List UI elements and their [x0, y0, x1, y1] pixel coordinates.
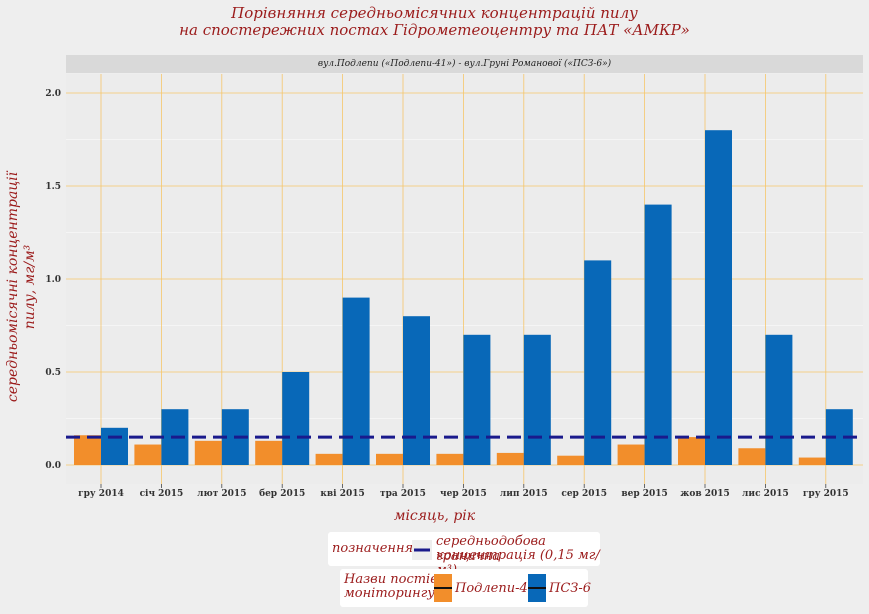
x-tick-label: бер 2015	[259, 488, 305, 499]
series-legend-label-psz: ПСЗ-6	[549, 581, 592, 596]
x-tick-label: тра 2015	[380, 489, 426, 499]
x-tick-label: гру 2014	[78, 489, 124, 499]
bar-podlepy-2	[194, 440, 222, 465]
bar-podlepy-9	[617, 444, 645, 465]
threshold-legend-key	[412, 540, 432, 560]
chart-title-line1: Порівняння середньомісячних концентрацій…	[231, 4, 638, 22]
series-legend-key-podlepy	[434, 574, 452, 602]
facet-strip-label: вул.Подлепи («Подлепи-41») - вул.Груні Р…	[66, 55, 863, 73]
chart-title-line2: на спостережних постах Гідрометеоцентру …	[179, 21, 690, 39]
bar-podlepy-4	[315, 453, 343, 465]
x-tick-label: лют 2015	[197, 489, 246, 499]
bar-podlepy-5	[376, 453, 403, 465]
threshold-legend: позначення: середньодобова гранична конц…	[328, 532, 600, 578]
x-tick-label: гру 2015	[803, 489, 849, 499]
threshold-legend-label-line1: середньодобова гранична	[436, 534, 546, 564]
bar-podlepy-7	[496, 452, 524, 465]
y-tick-label: 2.0	[45, 89, 61, 99]
bar-psz-0	[101, 427, 128, 465]
bar-psz-3	[282, 372, 310, 465]
bar-psz-5	[403, 316, 430, 465]
bar-psz-7	[523, 334, 551, 465]
y-axis-label-line2: пилу, мг/м³	[22, 244, 38, 330]
bar-podlepy-11	[738, 448, 766, 465]
bar-podlepy-0	[74, 435, 101, 465]
series-legend: Назви постів моніторингу: Подлепи-41 ПСЗ…	[340, 569, 592, 607]
y-axis-label: середньомісячні концентрації пилу, мг/м³	[5, 137, 39, 437]
series-legend-title-line2: моніторингу:	[344, 586, 440, 601]
bar-psz-9	[644, 204, 672, 465]
x-tick-label: чер 2015	[440, 489, 487, 499]
y-tick-label: 1.5	[45, 182, 61, 192]
bar-podlepy-6	[436, 453, 464, 465]
x-tick-label: лип 2015	[500, 489, 548, 499]
x-tick-label: лис 2015	[742, 489, 789, 499]
bar-psz-6	[463, 334, 491, 465]
bar-podlepy-1	[134, 444, 162, 465]
bar-podlepy-12	[798, 457, 826, 465]
bar-psz-4	[342, 297, 370, 465]
y-tick-label: 0.5	[45, 368, 61, 378]
bar-podlepy-8	[557, 455, 585, 465]
series-legend-title-line1: Назви постів	[344, 572, 438, 587]
y-axis-label-line1: середньомісячні концентрації	[5, 171, 21, 403]
y-tick-label: 0.0	[45, 461, 61, 471]
series-legend-key-psz	[528, 574, 546, 602]
bar-podlepy-3	[255, 440, 283, 465]
x-tick-label: сер 2015	[561, 489, 607, 499]
threshold-legend-title: позначення:	[332, 541, 418, 556]
bar-psz-10	[705, 130, 732, 465]
x-axis-label: місяць, рік	[393, 508, 476, 524]
bar-psz-8	[584, 260, 612, 465]
x-tick-label: жов 2015	[680, 489, 730, 499]
bar-podlepy-10	[678, 437, 705, 465]
x-tick-label: кві 2015	[320, 489, 364, 499]
bar-psz-11	[765, 334, 793, 465]
y-tick-label: 1.0	[45, 275, 61, 285]
x-tick-label: січ 2015	[140, 489, 184, 499]
x-tick-label: вер 2015	[621, 489, 667, 499]
series-legend-label-podlepy: Подлепи-41	[455, 581, 537, 596]
